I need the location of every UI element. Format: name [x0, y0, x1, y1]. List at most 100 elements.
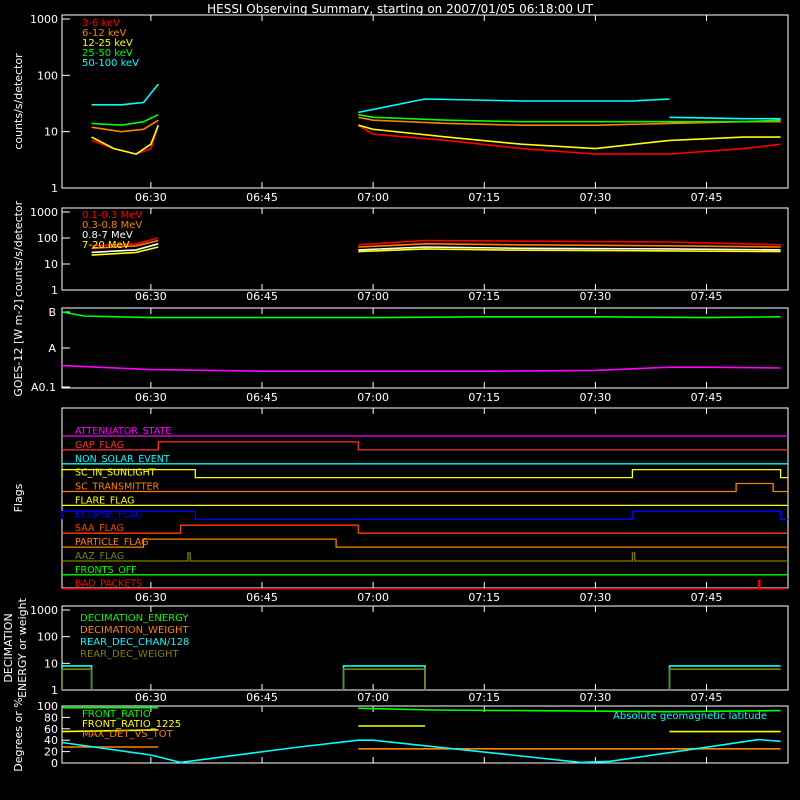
flag-label: ECLIPSE_FLAG — [75, 509, 143, 520]
x-tick-label: 06:45 — [246, 591, 278, 604]
legend-entry: 0.1-0.3 MeV — [82, 210, 142, 221]
panel-5-y-axis-label: DECIMATION — [2, 613, 15, 682]
x-tick-label: 07:15 — [468, 591, 500, 604]
series-line — [61, 738, 781, 764]
y-tick-label: 100 — [37, 232, 58, 245]
flag-trace — [61, 468, 788, 479]
legend-entry: REAR_DEC_WEIGHT — [80, 649, 179, 660]
legend-entry: 0.3-0.8 MeV — [82, 220, 142, 231]
y-tick-label: 20 — [44, 746, 58, 759]
x-tick-label: 07:30 — [580, 691, 612, 704]
y-tick-label: A0.1 — [31, 381, 56, 394]
legend-entry: REAR_DEC_CHAN/128 — [80, 637, 189, 648]
series-line — [669, 116, 781, 120]
series-line — [61, 668, 93, 690]
panel-1-frame — [61, 14, 789, 189]
panel-4-y-axis-label: Flags — [12, 483, 25, 512]
x-tick-label: 07:00 — [357, 191, 389, 204]
flag-label: FLARE_FLAG — [75, 495, 135, 506]
y-tick-label: 60 — [44, 723, 58, 736]
x-tick-label: 07:45 — [691, 290, 723, 303]
flag-label: AAZ_FLAG — [75, 551, 124, 562]
y-tick-label: 100 — [37, 69, 58, 82]
y-tick-label: 1 — [51, 684, 58, 697]
legend-entry: 0.8-7 MeV — [82, 230, 133, 241]
x-tick-label: 07:15 — [468, 691, 500, 704]
x-tick-label: 07:00 — [357, 391, 389, 404]
flag-label: FRONTS_OFF — [75, 565, 137, 576]
panel-4-frame — [61, 407, 789, 589]
series-line — [61, 729, 159, 733]
flag-trace — [62, 524, 788, 534]
series-line — [357, 124, 781, 155]
flag-label: ATTENUATOR_STATE — [75, 426, 171, 437]
legend-entry: MAX_DET_VS_TOT — [82, 729, 174, 740]
panel-3-y-axis-label: GOES-12 [W m-2] — [12, 299, 25, 396]
series-line — [91, 239, 159, 250]
y-tick-label: B — [48, 306, 56, 319]
series-line — [91, 237, 159, 247]
y-tick-label: 1000 — [30, 604, 58, 617]
y-tick-label: 1 — [51, 284, 58, 297]
y-tick-label: 100 — [37, 700, 58, 713]
x-tick-label: 07:30 — [580, 591, 612, 604]
y-tick-label: 10 — [44, 126, 58, 139]
legend-entry: 25-50 keV — [82, 48, 133, 59]
x-tick-label: 06:45 — [246, 391, 278, 404]
flag-trace — [62, 580, 788, 590]
y-tick-label: 1000 — [30, 13, 58, 26]
x-tick-label: 07:30 — [580, 290, 612, 303]
x-tick-label: 07:45 — [691, 191, 723, 204]
flag-trace — [62, 538, 788, 548]
x-tick-label: 07:45 — [691, 591, 723, 604]
legend-entry: DECIMATION_ENERGY — [80, 613, 189, 624]
flag-label: SC_IN_SUNLIGHT — [75, 468, 156, 479]
series-line — [358, 124, 781, 150]
panel-3-frame — [61, 307, 789, 389]
flag-label: GAP_FLAG — [75, 440, 124, 451]
series-line — [61, 364, 781, 373]
panel-2-frame — [61, 207, 789, 291]
x-tick-label: 07:30 — [580, 391, 612, 404]
series-line — [91, 124, 160, 155]
x-tick-label: 06:45 — [246, 290, 278, 303]
panel-1-y-axis-label: counts/s/detector — [12, 53, 25, 150]
series-line — [358, 248, 781, 253]
x-tick-label: 06:30 — [135, 191, 167, 204]
series-line — [358, 239, 781, 246]
flag-trace — [62, 552, 788, 562]
x-tick-label: 07:00 — [357, 290, 389, 303]
series-line — [91, 246, 159, 256]
series-line — [358, 707, 781, 713]
panel-6-y-axis-label: Degrees or % — [12, 697, 25, 771]
series-line — [91, 243, 159, 254]
y-tick-label: 1000 — [30, 206, 58, 219]
x-tick-label: 06:45 — [246, 691, 278, 704]
legend-entry: 7-20 MeV — [82, 240, 130, 251]
x-tick-label: 07:15 — [468, 191, 500, 204]
x-tick-label: 07:30 — [580, 191, 612, 204]
x-tick-label: 07:00 — [357, 691, 389, 704]
flag-label: SC_TRANSMITTER — [75, 482, 160, 493]
y-tick-label: A — [48, 342, 56, 355]
flag-label: SAA_FLAG — [75, 523, 124, 534]
legend-entry: Absolute geomagnetic latitude — [613, 711, 767, 722]
flag-trace — [61, 510, 788, 520]
flag-trace — [62, 441, 788, 451]
x-tick-label: 06:45 — [246, 191, 278, 204]
legend-entry: FRONT_RATIO — [82, 709, 151, 720]
series-line — [91, 113, 159, 127]
x-tick-label: 07:00 — [357, 591, 389, 604]
legend-entry: 3-6 keV — [82, 18, 120, 29]
x-tick-label: 06:30 — [135, 691, 167, 704]
series-line — [668, 668, 781, 690]
y-tick-label: 40 — [44, 734, 58, 747]
series-line — [91, 83, 159, 106]
y-tick-label: 10 — [44, 657, 58, 670]
x-tick-label: 06:30 — [135, 290, 167, 303]
y-tick-label: 10 — [44, 258, 58, 271]
x-tick-label: 06:30 — [135, 391, 167, 404]
series-line — [91, 124, 160, 155]
flag-trace — [62, 482, 788, 493]
